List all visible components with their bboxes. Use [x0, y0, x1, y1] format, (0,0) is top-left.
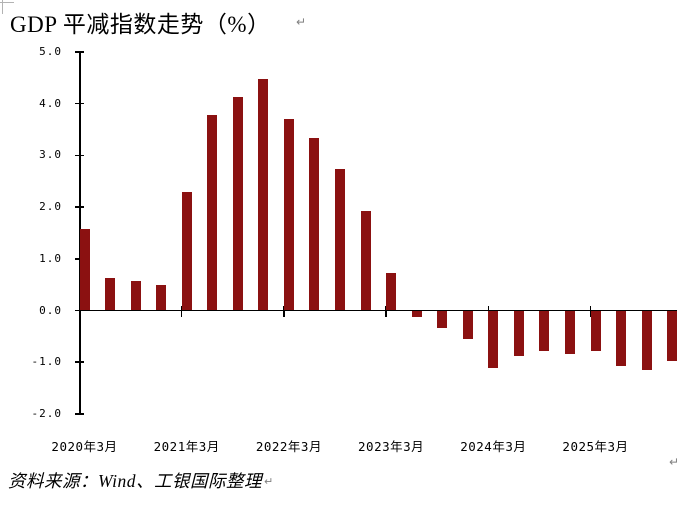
bar: [283, 119, 294, 311]
y-tick-label: 4.0: [39, 96, 62, 110]
x-axis-tick: [487, 305, 490, 317]
bar: [258, 78, 269, 311]
bar: [539, 311, 550, 351]
chart-title: GDP 平减指数走势（%）: [10, 12, 271, 37]
paragraph-mark-icon: ↵: [669, 455, 680, 469]
bar: [207, 115, 218, 311]
bar: [411, 311, 422, 318]
y-axis-tick: [74, 413, 84, 415]
x-axis: [79, 309, 678, 312]
y-tick-label: 0.0: [39, 303, 62, 317]
bar: [564, 311, 575, 355]
y-tick-label: 2.0: [39, 200, 62, 214]
y-axis-tick: [74, 206, 84, 208]
y-axis-tick: [74, 361, 84, 363]
source-note-text: 资料来源：Wind、工银国际整理: [8, 471, 262, 491]
bar: [335, 169, 345, 311]
source-note: 资料来源：Wind、工银国际整理 ↵: [8, 468, 274, 493]
y-tick-label: -2.0: [31, 406, 62, 420]
table-corner-mark-horizontal: [0, 2, 14, 3]
x-axis-label: 2025年3月: [562, 439, 629, 454]
y-axis-tick: [74, 154, 84, 157]
bar: [437, 311, 448, 328]
x-axis-tick: [385, 305, 387, 317]
x-axis-label: 2022年3月: [255, 439, 322, 454]
bar: [488, 311, 499, 369]
bar: [360, 211, 371, 311]
bar: [105, 277, 116, 311]
x-axis-label: 2023年3月: [358, 439, 425, 454]
y-tick-label: 1.0: [39, 251, 62, 265]
bar: [641, 311, 652, 370]
y-axis-tick: [74, 258, 84, 260]
paragraph-mark-icon: ↵: [296, 15, 307, 29]
y-axis-tick: [74, 51, 84, 53]
bar: [513, 311, 524, 356]
x-axis-label: 2024年3月: [460, 439, 527, 454]
y-tick-label: 5.0: [39, 45, 62, 58]
bar-chart-plot-area: 5.0 4.0 3.0 2.0 1.0 0.0 -1.0 -2.0 2020年3月 2021年3月…: [31, 45, 678, 454]
x-axis-tick: [180, 305, 183, 317]
bar: [616, 311, 627, 366]
x-axis-label: 2020年3月: [51, 439, 118, 454]
bar: [181, 191, 192, 311]
bar: [667, 311, 678, 361]
y-tick-label: -1.0: [31, 355, 62, 369]
bar: [309, 138, 320, 311]
bar: [130, 281, 141, 311]
x-axis-tick: [283, 305, 285, 317]
table-corner-mark-vertical: [2, 0, 3, 14]
x-axis-tick: [589, 305, 592, 317]
bar: [79, 229, 90, 311]
paragraph-mark-icon: ↵: [263, 475, 274, 488]
x-axis-label: 2021年3月: [153, 439, 220, 454]
bar: [156, 284, 167, 311]
bar: [386, 272, 397, 311]
y-tick-label: 3.0: [39, 148, 62, 162]
bar: [232, 97, 243, 311]
bar: [462, 311, 473, 339]
bar: [590, 311, 601, 352]
y-axis-tick: [74, 102, 84, 105]
